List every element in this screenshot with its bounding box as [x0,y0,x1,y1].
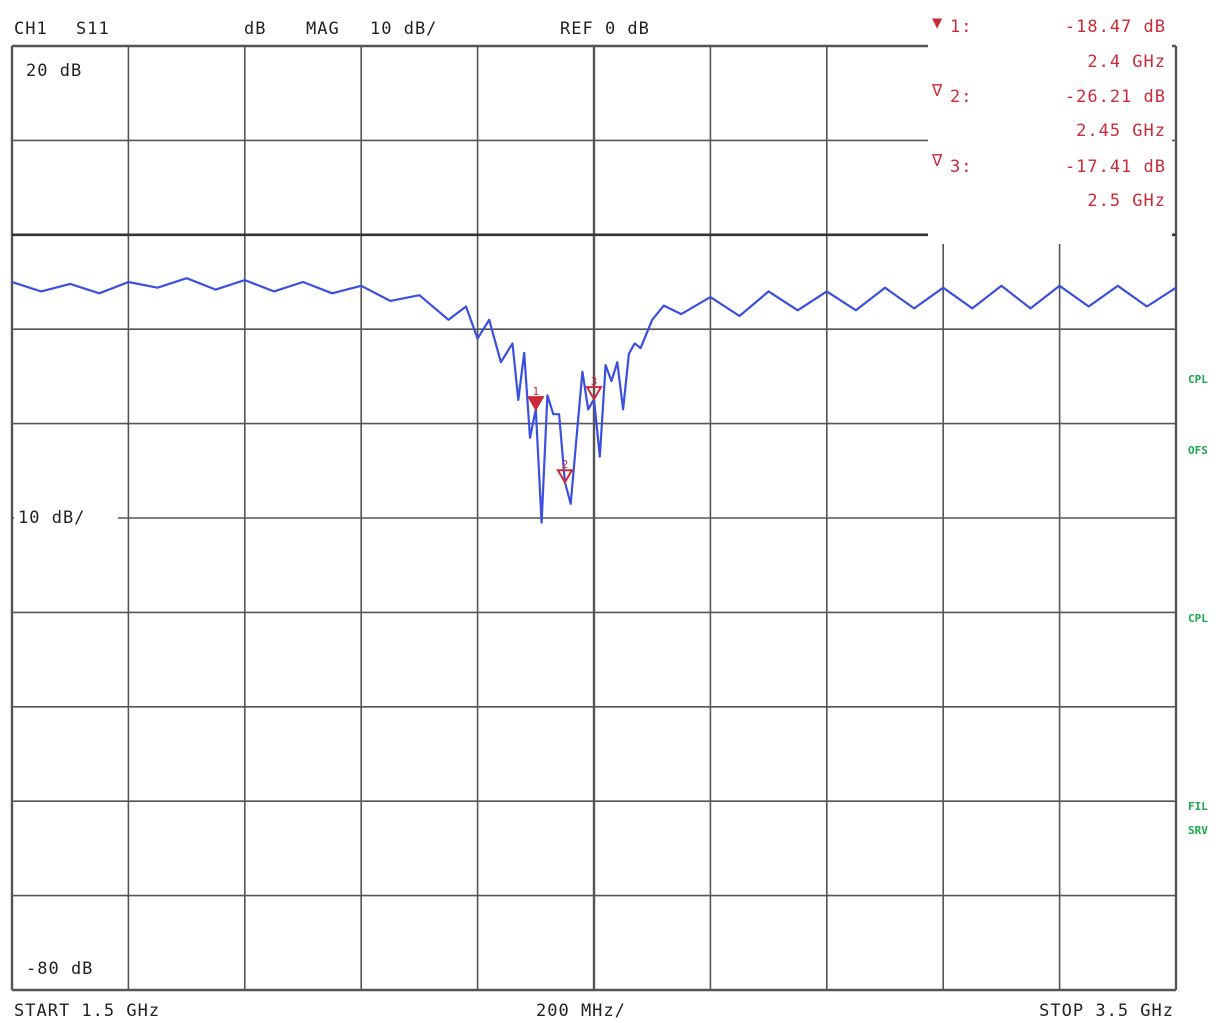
marker-readout-1: ▼ 1: -18.47 dB 2.4 GHz [932,13,1166,72]
marker-3-value: -17.41 dB [1065,157,1166,177]
trace-markers: 1 2 3 [527,375,603,485]
s11-trace [11,277,1177,524]
marker-readout-box [928,4,1172,244]
top-scale-label: 20 dB [26,61,82,81]
marker-1-index: 1: [950,17,972,37]
marker-2-label: 2 [562,458,569,471]
stop-frequency: STOP 3.5 GHz [1039,1001,1174,1021]
marker-3-freq: 2.5 GHz [1087,191,1166,211]
start-frequency: START 1.5 GHz [14,1001,160,1021]
marker-3-symbol: ∇ [931,151,943,171]
marker-1-symbol: ▼ [932,13,943,33]
side-label-cpl-2: CPL [1188,612,1208,625]
marker-readout-3: ∇ 3: -17.41 dB 2.5 GHz [931,151,1166,211]
format-label: MAG [306,19,340,39]
marker-3-label: 3 [591,375,598,388]
ref-label: REF 0 dB [560,19,650,39]
marker-2-value: -26.21 dB [1065,87,1166,107]
top-scale-bg [20,56,110,84]
bottom-scale-label: -80 dB [26,959,93,979]
marker-2-symbol: ∇ [931,81,943,101]
scale-label: 10 dB/ [370,19,437,39]
mid-scale-bg [14,505,118,531]
marker-1-triangle [527,396,545,412]
unit-label: dB [244,19,266,39]
marker-1-value: -18.47 dB [1065,17,1166,37]
side-label-fil: FIL [1188,800,1208,813]
marker-3-triangle [585,386,603,402]
marker-2-index: 2: [950,87,972,107]
marker-readout-2: ∇ 2: -26.21 dB 2.45 GHz [931,81,1166,141]
marker-2-freq: 2.45 GHz [1076,121,1166,141]
side-label-cpl: CPL [1188,373,1208,386]
param-label: S11 [76,19,110,39]
marker-2-triangle [556,469,574,485]
channel-label: CH1 [14,19,48,39]
mid-scale-label: 10 dB/ [18,508,85,528]
side-label-srv: SRV [1188,824,1208,837]
marker-1-label: 1 [532,385,539,398]
frequency-division: 200 MHz/ [536,1001,626,1021]
marker-3-index: 3: [950,157,972,177]
marker-1-freq: 2.4 GHz [1087,52,1166,72]
side-label-ofs: OFS [1188,444,1208,457]
bottom-scale-bg [20,954,116,982]
